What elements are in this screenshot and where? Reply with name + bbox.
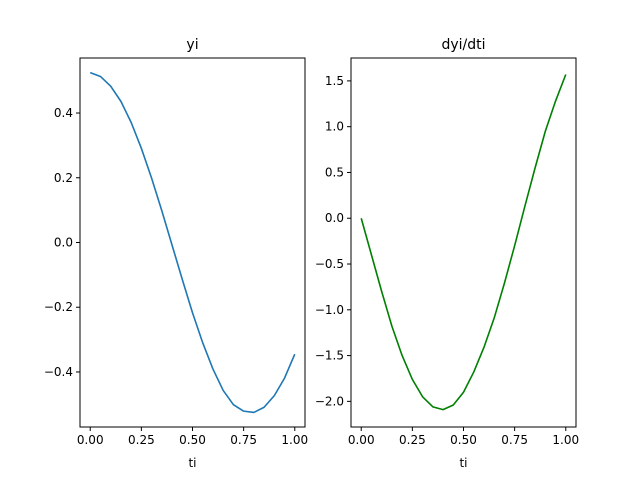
chart-title: dyi/dti xyxy=(441,37,485,53)
series-line xyxy=(89,71,296,414)
x-tick-label: 0.00 xyxy=(348,433,375,447)
x-tick-label: 0.75 xyxy=(230,433,257,447)
x-axis-label: ti xyxy=(459,456,467,470)
y-tick-label: 0.2 xyxy=(54,171,73,185)
x-axis-label: ti xyxy=(188,456,196,470)
y-axis-ticks: −2.0 −1.5 −1.0 −0.5 0.0 0.5 1.0 1.5 xyxy=(315,74,351,408)
y-tick-label: −0.5 xyxy=(315,257,344,271)
x-tick-label: 0.75 xyxy=(501,433,528,447)
chart-title: yi xyxy=(186,37,198,53)
y-tick-label: −0.2 xyxy=(44,300,73,314)
subplot-dyi-dti: dyi/dti ti 0.00 0.25 0.50 0.75 1.00 −2.0 −1.5… xyxy=(315,37,579,470)
x-tick-label: 1.00 xyxy=(281,433,308,447)
x-tick-label: 0.25 xyxy=(128,433,155,447)
y-tick-label: 1.0 xyxy=(325,120,344,134)
y-tick-label: 0.5 xyxy=(325,165,344,179)
x-tick-label: 0.50 xyxy=(179,433,206,447)
series-dyi-dti xyxy=(360,74,567,411)
y-tick-label: 1.5 xyxy=(325,74,344,88)
y-tick-label: 0.0 xyxy=(325,211,344,225)
y-tick-label: −1.0 xyxy=(315,303,344,317)
y-tick-label: −2.0 xyxy=(315,394,344,408)
y-axis-ticks: −0.4 −0.2 0.0 0.2 0.4 xyxy=(44,106,80,379)
x-tick-label: 1.00 xyxy=(552,433,579,447)
x-tick-label: 0.00 xyxy=(77,433,104,447)
subplot-yi: yi ti 0.00 0.25 0.50 0.75 1.00 −0.4 −0.2 0.0 0.… xyxy=(44,37,308,470)
x-tick-label: 0.25 xyxy=(399,433,426,447)
y-tick-label: 0.4 xyxy=(54,106,73,120)
y-tick-label: 0.0 xyxy=(54,236,73,250)
x-tick-label: 0.50 xyxy=(450,433,477,447)
series-line xyxy=(360,74,567,411)
x-axis-ticks: 0.00 0.25 0.50 0.75 1.00 xyxy=(77,427,308,447)
x-axis-ticks: 0.00 0.25 0.50 0.75 1.00 xyxy=(348,427,579,447)
y-tick-label: −0.4 xyxy=(44,365,73,379)
y-tick-label: −1.5 xyxy=(315,349,344,363)
series-yi xyxy=(89,71,296,414)
